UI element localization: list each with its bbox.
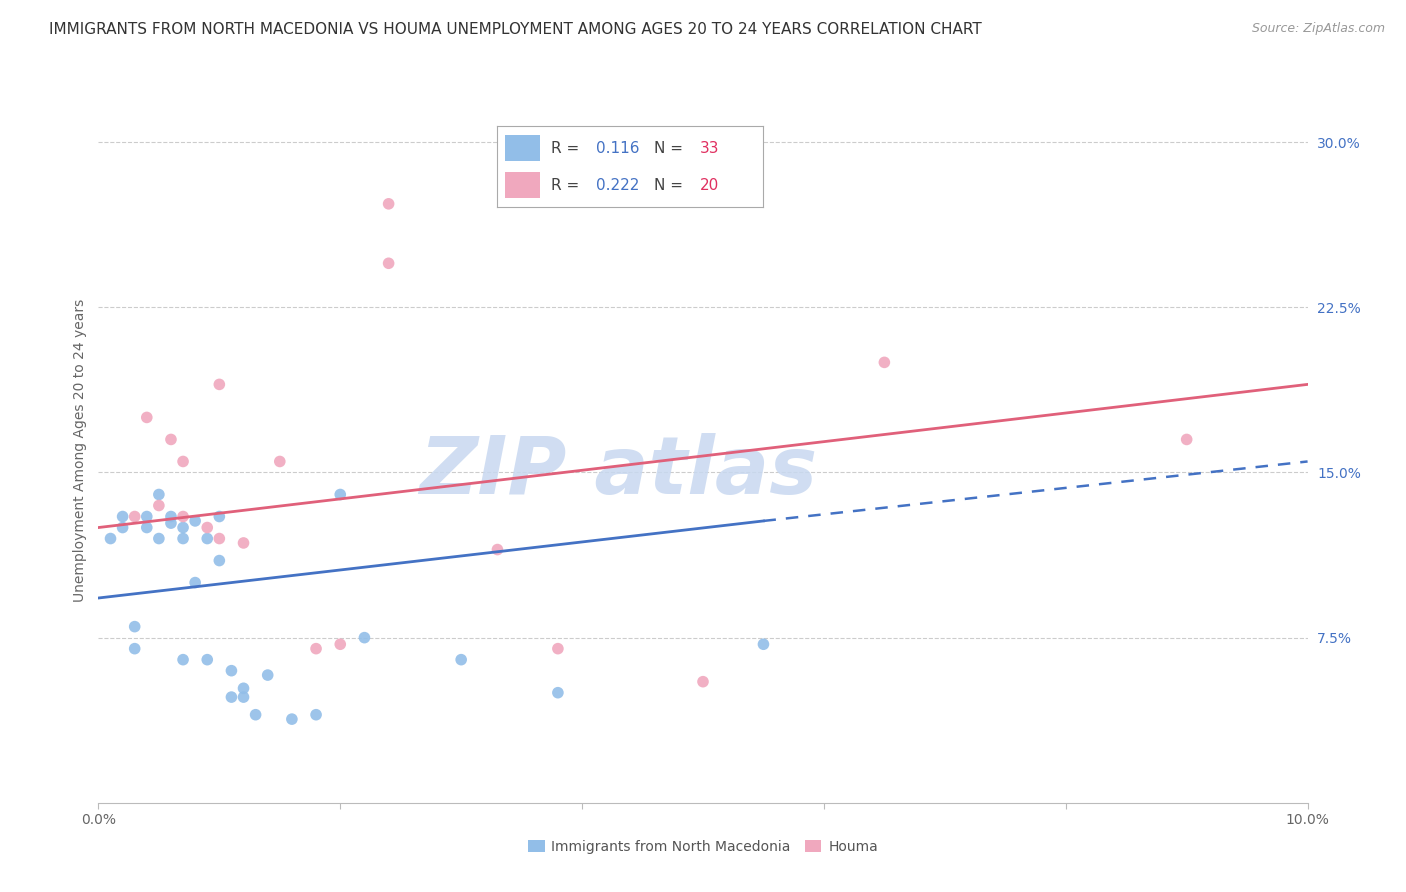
Houma [172,454,194,468]
Houma [873,355,896,369]
Immigrants from North Macedonia [547,686,569,700]
Immigrants from North Macedonia [305,707,328,722]
Text: ZIP atlas: ZIP atlas [419,433,817,510]
Text: IMMIGRANTS FROM NORTH MACEDONIA VS HOUMA UNEMPLOYMENT AMONG AGES 20 TO 24 YEARS : IMMIGRANTS FROM NORTH MACEDONIA VS HOUMA… [49,22,981,37]
Immigrants from North Macedonia [148,487,170,501]
Houma [377,256,399,270]
Immigrants from North Macedonia [160,516,183,530]
Houma [195,520,218,534]
Immigrants from North Macedonia [172,532,194,546]
Y-axis label: Unemployment Among Ages 20 to 24 years: Unemployment Among Ages 20 to 24 years [73,299,87,602]
Houma [135,410,157,425]
Immigrants from North Macedonia [124,641,146,656]
Houma [692,674,714,689]
Immigrants from North Macedonia [195,532,218,546]
Houma [124,509,146,524]
Immigrants from North Macedonia [752,637,775,651]
Immigrants from North Macedonia [124,619,146,633]
Immigrants from North Macedonia [329,487,352,501]
Immigrants from North Macedonia [232,690,254,705]
Houma [208,377,231,392]
Immigrants from North Macedonia [100,532,122,546]
Immigrants from North Macedonia [450,653,472,667]
Houma [377,197,399,211]
Text: Source: ZipAtlas.com: Source: ZipAtlas.com [1251,22,1385,36]
Immigrants from North Macedonia [184,575,207,590]
Houma [329,637,352,651]
Houma [305,641,328,656]
Immigrants from North Macedonia [245,707,267,722]
Immigrants from North Macedonia [208,553,231,567]
Immigrants from North Macedonia [111,520,134,534]
Houma [1175,433,1198,447]
Houma [547,641,569,656]
Immigrants from North Macedonia [232,681,254,696]
Immigrants from North Macedonia [281,712,304,726]
Houma [172,509,194,524]
Immigrants from North Macedonia [195,653,218,667]
Immigrants from North Macedonia [184,514,207,528]
Houma [148,499,170,513]
Immigrants from North Macedonia [135,520,157,534]
Houma [232,536,254,550]
Houma [208,532,231,546]
Immigrants from North Macedonia [160,509,183,524]
Houma [269,454,291,468]
Houma [160,433,183,447]
Immigrants from North Macedonia [111,509,134,524]
Immigrants from North Macedonia [172,520,194,534]
Immigrants from North Macedonia [353,631,375,645]
Legend: Immigrants from North Macedonia, Houma: Immigrants from North Macedonia, Houma [522,834,884,859]
Immigrants from North Macedonia [208,509,231,524]
Immigrants from North Macedonia [148,532,170,546]
Houma [486,542,509,557]
Immigrants from North Macedonia [172,653,194,667]
Immigrants from North Macedonia [135,509,157,524]
Immigrants from North Macedonia [221,664,243,678]
Immigrants from North Macedonia [256,668,278,682]
Immigrants from North Macedonia [221,690,243,705]
